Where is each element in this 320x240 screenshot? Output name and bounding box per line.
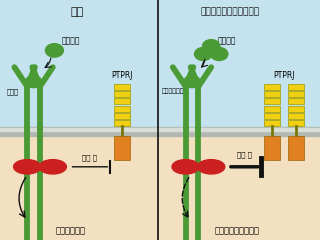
Bar (114, 84, 130, 90)
Bar (264, 91, 280, 97)
Text: JAK2: JAK2 (204, 164, 218, 169)
Bar (114, 98, 130, 104)
Text: 抑制 小: 抑制 小 (83, 154, 98, 161)
Text: PTPRJ: PTPRJ (273, 71, 295, 80)
Circle shape (45, 44, 63, 57)
Ellipse shape (39, 160, 67, 174)
Bar (288, 120, 304, 126)
Bar (264, 136, 280, 160)
Text: JAK2: JAK2 (46, 164, 60, 169)
Bar (264, 84, 280, 90)
Ellipse shape (172, 160, 199, 174)
Bar (264, 98, 280, 104)
Bar (114, 91, 130, 97)
Text: JAK2: JAK2 (179, 164, 193, 169)
Text: PTPRJ: PTPRJ (111, 71, 132, 80)
Bar (288, 106, 304, 112)
Bar (288, 136, 304, 160)
Text: レプチン: レプチン (218, 36, 236, 45)
Circle shape (211, 48, 228, 60)
Ellipse shape (14, 160, 41, 174)
Bar (288, 98, 304, 104)
Ellipse shape (198, 160, 225, 174)
Text: 摂食を抑えられない: 摂食を抑えられない (214, 226, 259, 235)
Bar (0, 0, 320, 136)
Text: 正常: 正常 (70, 7, 84, 17)
Bar (288, 91, 304, 97)
Bar (114, 120, 130, 126)
Text: 受容体: 受容体 (6, 88, 18, 95)
Text: 抑制 大: 抑制 大 (237, 151, 252, 158)
Circle shape (195, 48, 212, 60)
Bar (288, 84, 304, 90)
Bar (0, 136, 320, 240)
Bar (0, 127, 320, 136)
Text: JAK2: JAK2 (20, 164, 34, 169)
Bar (0, 128, 320, 131)
Bar (264, 113, 280, 119)
Bar (114, 106, 130, 112)
Circle shape (203, 40, 220, 53)
Circle shape (26, 76, 42, 88)
Bar (264, 120, 280, 126)
Text: 摂食を抑える: 摂食を抑える (55, 226, 85, 235)
Text: レプチン受容体: レプチン受容体 (162, 88, 188, 94)
Text: レプチン: レプチン (61, 36, 80, 45)
Bar (114, 136, 130, 160)
Circle shape (184, 76, 200, 88)
Bar (264, 106, 280, 112)
Bar (114, 113, 130, 119)
Bar (288, 113, 304, 119)
Text: 肥満（レプチン抗抗性）: 肥満（レプチン抗抗性） (201, 7, 260, 17)
